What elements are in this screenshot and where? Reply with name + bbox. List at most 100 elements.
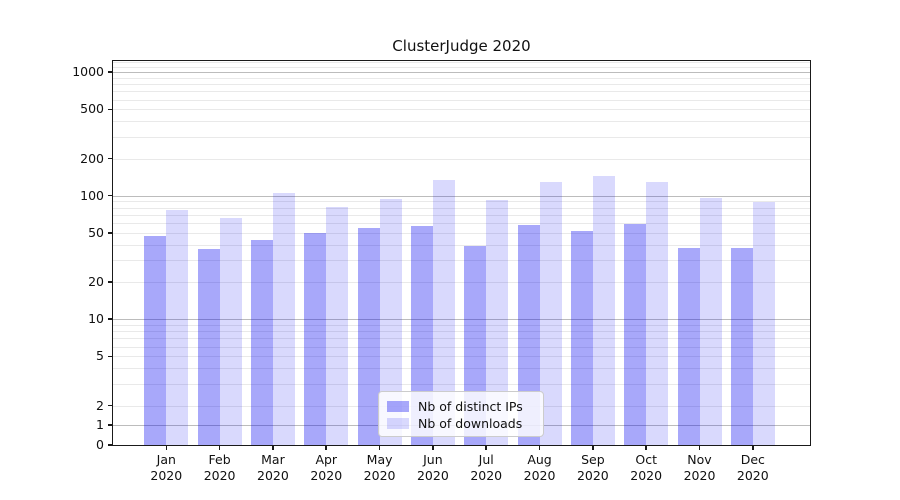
legend-item-downloads: Nb of downloads xyxy=(387,415,535,431)
plot-area xyxy=(113,61,810,445)
bar-nb-of-downloads-dec xyxy=(752,201,775,445)
legend: Nb of distinct IPs Nb of downloads xyxy=(378,391,544,437)
bar-nb-of-downloads-apr xyxy=(326,206,349,445)
gridline-minor xyxy=(113,368,810,370)
x-tick-label-nov: Nov 2020 xyxy=(683,452,716,483)
x-tick-mark xyxy=(165,445,168,450)
chart-title: ClusterJudge 2020 xyxy=(392,37,531,55)
gridline-minor xyxy=(113,77,810,79)
y-tick-label-10: 10 xyxy=(88,311,104,327)
x-tick-label-mar: Mar 2020 xyxy=(257,452,289,483)
y-tick-label-2: 2 xyxy=(96,397,104,413)
y-tick-mark xyxy=(108,232,113,234)
bar-nb-of-distinct-ips-oct xyxy=(624,223,647,445)
gridline-minor xyxy=(113,207,810,209)
gridline-minor xyxy=(113,282,810,283)
gridline-minor xyxy=(113,331,810,333)
x-tick-label-aug: Aug 2020 xyxy=(523,452,556,483)
gridline-minor xyxy=(113,67,810,69)
y-tick-label-50: 50 xyxy=(88,224,104,240)
x-tick-mark xyxy=(378,445,381,450)
bar-nb-of-distinct-ips-may xyxy=(357,227,380,445)
gridline-minor xyxy=(113,324,810,326)
y-tick-mark xyxy=(108,194,113,197)
bar-nb-of-downloads-oct xyxy=(646,182,669,445)
gridline-major xyxy=(113,72,810,74)
bar-nb-of-distinct-ips-jun xyxy=(410,225,433,445)
legend-swatch-downloads-icon xyxy=(387,417,409,429)
x-tick-mark xyxy=(538,445,541,450)
bar-nb-of-downloads-jul xyxy=(486,199,509,445)
bar-nb-of-downloads-jun xyxy=(432,179,455,445)
gridline-major xyxy=(113,195,810,197)
x-tick-mark xyxy=(325,445,328,450)
gridline-minor xyxy=(113,121,810,123)
y-tick-label-500: 500 xyxy=(80,101,104,117)
x-tick-mark xyxy=(218,445,221,450)
y-tick-mark xyxy=(108,71,113,73)
gridline-minor xyxy=(113,99,810,101)
gridline-minor xyxy=(113,383,810,385)
gridline-minor xyxy=(113,62,810,64)
x-tick-mark xyxy=(752,445,754,450)
x-tick-mark xyxy=(272,445,274,450)
x-tick-label-jun: Jun 2020 xyxy=(416,452,449,483)
gridline-minor xyxy=(113,84,810,86)
x-tick-mark xyxy=(645,445,647,450)
bar-nb-of-distinct-ips-mar xyxy=(250,239,273,445)
gridline-minor xyxy=(113,356,810,358)
bar-nb-of-distinct-ips-dec xyxy=(730,247,753,445)
y-tick-label-1: 1 xyxy=(96,417,104,433)
bar-nb-of-downloads-nov xyxy=(699,197,722,445)
bar-nb-of-distinct-ips-feb xyxy=(197,249,220,445)
legend-label-distinct-ips: Nb of distinct IPs xyxy=(418,398,523,414)
bar-nb-of-distinct-ips-aug xyxy=(517,224,540,445)
y-tick-mark xyxy=(108,318,113,320)
gridline-minor xyxy=(113,244,810,246)
x-tick-mark xyxy=(432,445,434,450)
bar-nb-of-downloads-feb xyxy=(219,217,242,445)
legend-item-distinct-ips: Nb of distinct IPs xyxy=(387,398,535,414)
gridline-minor xyxy=(113,346,810,348)
gridline-minor xyxy=(113,91,810,93)
y-tick-mark xyxy=(108,157,113,160)
y-tick-label-5: 5 xyxy=(96,348,104,364)
legend-label-downloads: Nb of downloads xyxy=(418,415,523,431)
x-tick-label-jan: Jan 2020 xyxy=(150,452,183,483)
legend-swatch-distinct-ips-icon xyxy=(387,400,409,412)
bar-nb-of-downloads-jan xyxy=(166,209,189,445)
y-tick-mark xyxy=(108,424,113,427)
bar-nb-of-downloads-sep xyxy=(592,175,615,445)
gridline-minor xyxy=(113,338,810,340)
y-tick-label-100: 100 xyxy=(80,187,104,203)
bar-nb-of-downloads-mar xyxy=(272,192,295,445)
gridline-minor xyxy=(113,201,810,203)
x-tick-label-dec: Dec 2020 xyxy=(736,452,769,483)
bar-nb-of-distinct-ips-apr xyxy=(304,232,327,445)
gridline-minor xyxy=(113,260,810,262)
x-tick-label-may: May 2020 xyxy=(363,452,396,483)
y-tick-mark xyxy=(108,444,113,446)
y-tick-label-1000: 1000 xyxy=(72,64,104,80)
x-tick-label-jul: Jul 2020 xyxy=(470,452,503,483)
y-tick-mark xyxy=(108,108,113,111)
x-tick-mark xyxy=(592,445,594,450)
y-tick-mark xyxy=(108,355,113,358)
gridline-major xyxy=(113,319,810,321)
gridline-minor xyxy=(113,158,810,160)
x-tick-mark xyxy=(698,445,701,450)
gridline-minor xyxy=(113,214,810,216)
x-tick-label-feb: Feb 2020 xyxy=(203,452,236,483)
gridline-minor xyxy=(113,136,810,138)
x-tick-label-sep: Sep 2020 xyxy=(576,452,609,483)
bar-nb-of-downloads-may xyxy=(379,198,402,445)
x-tick-mark xyxy=(485,445,487,450)
bar-nb-of-distinct-ips-jan xyxy=(144,236,167,445)
y-tick-mark xyxy=(108,404,113,407)
gridline-minor xyxy=(113,223,810,225)
y-tick-label-200: 200 xyxy=(80,150,104,166)
y-tick-label-0: 0 xyxy=(96,437,104,452)
bar-nb-of-downloads-aug xyxy=(539,182,562,445)
bar-nb-of-distinct-ips-sep xyxy=(570,230,593,445)
